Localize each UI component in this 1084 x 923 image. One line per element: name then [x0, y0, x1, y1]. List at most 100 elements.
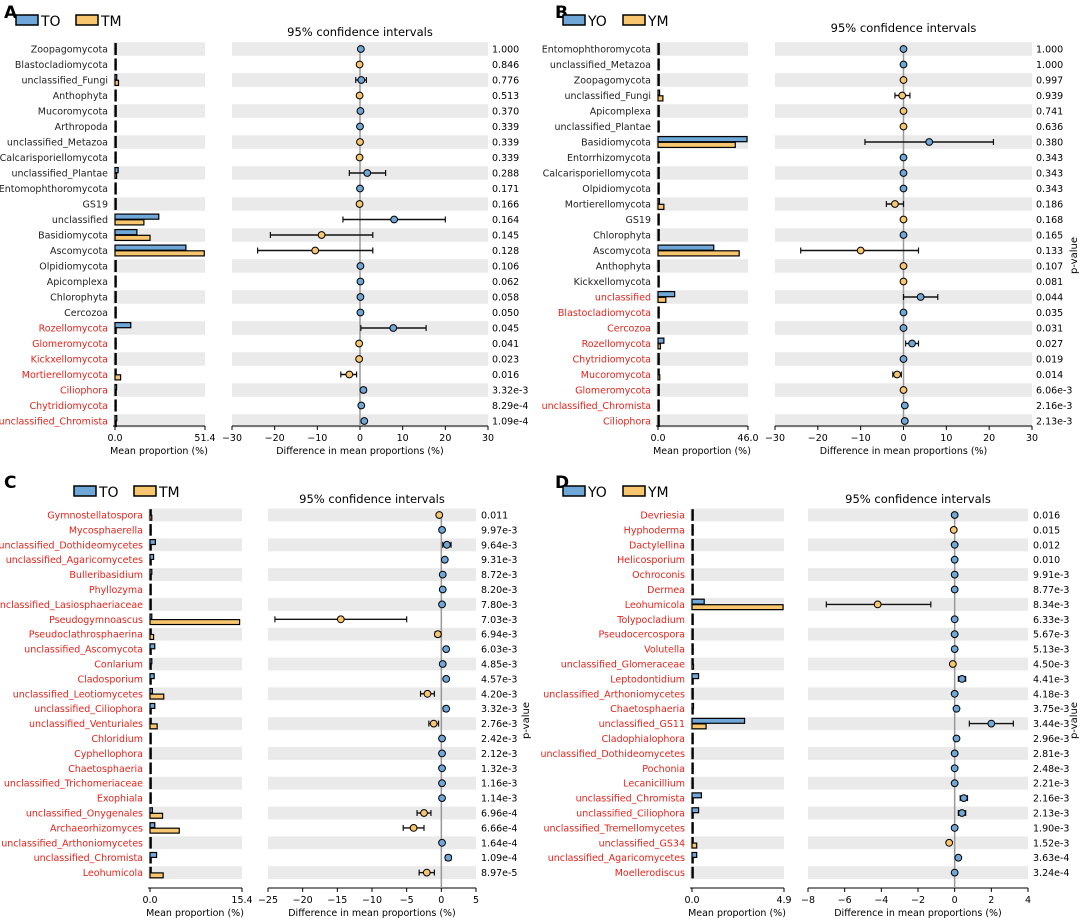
ci-point	[899, 60, 908, 69]
panel-a: A TO TM 95% confidence intervals 0.0 51.4 Mean…	[0, 3, 528, 457]
ci-point	[336, 615, 345, 624]
category-label: unclassified_Plantae	[12, 169, 109, 180]
ci-title: 95% confidence intervals	[831, 21, 977, 35]
category-label: Olpidiomycota	[39, 262, 108, 273]
bar-to	[114, 182, 117, 189]
bar-tm	[149, 544, 152, 551]
p-value: 6.94e-3	[481, 630, 517, 641]
category-label: Dactylellina	[629, 540, 685, 551]
ci-axis-tick-label: 20	[439, 433, 451, 444]
ci-point	[950, 779, 959, 788]
bar-tm	[149, 618, 241, 626]
category-label: unclassified_Trichomeriaceae	[4, 779, 143, 790]
p-value: 0.339	[492, 138, 519, 149]
ci-point	[438, 734, 446, 743]
bar-tm	[114, 172, 118, 180]
bar-ym	[657, 172, 660, 180]
row-stripe-bar	[148, 746, 242, 760]
ci-point	[355, 60, 364, 69]
legend-swatch-tm	[75, 14, 99, 26]
row-stripe-ci	[808, 538, 1028, 552]
category-label: Volutella	[644, 645, 685, 656]
p-value: 2.81e-3	[1033, 749, 1069, 760]
ci-point	[950, 555, 959, 564]
category-label: unclassified_Metazoa	[7, 138, 108, 149]
p-value: 6.33e-3	[1033, 615, 1069, 626]
ci-point	[442, 645, 451, 653]
legend-swatch-tm	[133, 485, 157, 497]
bar-axis-tick-label: 4.9	[776, 895, 791, 906]
bar-yo	[691, 673, 700, 680]
bar-tm	[149, 797, 152, 804]
p-value: 8.20e-3	[481, 585, 517, 596]
bar-yo	[691, 807, 700, 814]
bar-tm	[149, 782, 152, 790]
p-value: 0.023	[492, 355, 519, 366]
category-label: Basidiomycota	[38, 231, 108, 242]
ci-point	[355, 339, 364, 348]
bar-ym	[691, 857, 694, 864]
category-label: unclassified_GS11	[599, 719, 685, 730]
ci-point	[949, 526, 958, 534]
p-value: 9.64e-3	[481, 540, 517, 551]
legend-label: TM	[100, 14, 122, 30]
bar-axis-label: Mean proportion (%)	[146, 908, 244, 919]
bar-to	[149, 717, 152, 724]
category-label: unclassified_Ciliophora	[576, 809, 685, 820]
p-value-axis-label: p-value	[1069, 237, 1080, 274]
row-stripe-bar	[690, 746, 784, 760]
bar-tm	[149, 663, 152, 670]
bar-ym	[657, 126, 660, 133]
p-value: 5.67e-3	[1033, 630, 1069, 641]
p-value: 8.72e-3	[481, 570, 517, 581]
bar-to	[114, 58, 117, 65]
bar-to	[149, 583, 152, 590]
p-value: 4.18e-3	[1033, 689, 1069, 700]
p-value: 8.97e-5	[481, 868, 517, 879]
p-value: 3.63e-4	[1033, 853, 1069, 864]
ci-point	[900, 401, 909, 410]
category-label: Exophiala	[97, 794, 143, 805]
ci-point	[900, 417, 909, 425]
ci-point	[360, 417, 369, 425]
bar-ym	[657, 141, 736, 149]
p-value: 0.171	[492, 184, 519, 195]
bar-to	[114, 73, 118, 81]
category-label: Ascomycota	[50, 246, 108, 257]
bar-tm	[114, 327, 117, 335]
bar-to	[149, 568, 153, 575]
category-label: Basidiomycota	[581, 138, 651, 149]
ci-point	[345, 370, 354, 379]
p-value: 8.29e-4	[492, 401, 528, 412]
category-label: Leptodontidium	[610, 674, 685, 685]
legend-swatch-yo	[562, 14, 586, 26]
legend-swatch-ym	[622, 485, 646, 497]
bar-tm	[114, 110, 117, 118]
legend-label: TO	[40, 14, 61, 30]
bar-yo	[657, 399, 660, 406]
ci-axis-tick-label: 4	[1025, 895, 1031, 906]
legend-label: YO	[587, 485, 607, 501]
ci-axis-tick-label: −6	[838, 895, 852, 906]
p-value: 0.166	[492, 200, 519, 211]
bar-tm	[149, 827, 180, 834]
category-label: unclassified_Tremellomycetes	[544, 823, 686, 834]
row-stripe-bar	[690, 836, 784, 850]
bar-yo	[657, 244, 715, 251]
ci-point	[438, 600, 446, 609]
bar-to	[149, 851, 158, 858]
ci-axis-tick-label: −20	[808, 433, 828, 444]
ci-point	[355, 355, 364, 363]
category-label: Kickxellomycota	[574, 277, 651, 288]
p-value: 6.06e-3	[1036, 386, 1072, 397]
category-label: Archaeorhizomyces	[50, 823, 143, 834]
bar-to	[149, 553, 155, 560]
category-label: unclassified_Onygenales	[26, 809, 143, 820]
bar-ym	[691, 708, 694, 715]
bar-to	[114, 383, 118, 391]
row-stripe-ci	[808, 806, 1028, 820]
ci-point	[438, 570, 447, 579]
ci-axis-tick-label: 0	[438, 895, 444, 906]
category-label: Pseudocercospora	[598, 630, 685, 641]
bar-yo	[691, 509, 694, 516]
